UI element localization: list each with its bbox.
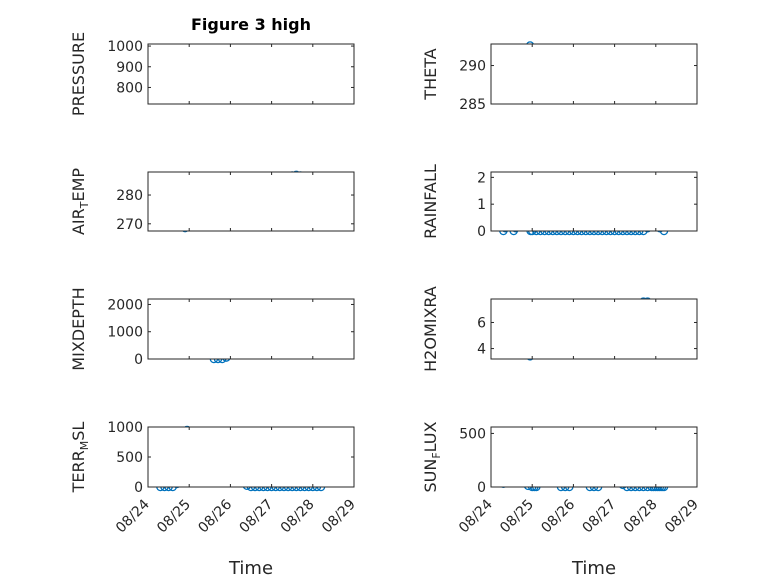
- y-axis-label: RAINFALL: [421, 164, 440, 239]
- y-tick-label: 270: [116, 217, 143, 233]
- x-tick-label: 08/24: [113, 496, 153, 536]
- axes-frame: [147, 171, 355, 232]
- axes-frame: [147, 43, 355, 105]
- y-tick-label: 0: [134, 352, 143, 368]
- x-tick-label: 08/25: [497, 497, 537, 537]
- y-axis-label: PRESSURE: [69, 32, 88, 116]
- y-tick-label: 285: [459, 97, 486, 113]
- y-tick-label: 1: [477, 197, 486, 213]
- y-tick-label: 4: [477, 342, 486, 358]
- y-tick-label: 2000: [107, 297, 143, 313]
- y-axis-label: H2OMIXRA: [421, 286, 440, 372]
- y-tick-label: 1000: [107, 39, 143, 55]
- axes-frame: [147, 298, 355, 360]
- y-axis-label: THETA: [421, 48, 440, 100]
- y-tick-label: 500: [116, 450, 143, 466]
- y-tick-label: 290: [459, 59, 486, 75]
- subplot-7: 0 500 1000 TERRMSL 08/24 08/25 08/26 08/27 08/28…: [69, 420, 359, 536]
- subplot-3: 270 280 AIRTEMP: [69, 168, 355, 235]
- x-axis-label-right: Time: [571, 558, 616, 579]
- axes-frame: [490, 43, 698, 105]
- x-axis-label-left: Time: [228, 558, 273, 579]
- x-tick-label: 08/27: [237, 497, 277, 537]
- y-tick-label: 280: [116, 188, 143, 204]
- y-axis-label: SUNFLUX: [421, 421, 443, 492]
- subplot-1: 800 900 1000 PRESSURE: [69, 32, 355, 116]
- x-tick-label: 08/28: [621, 497, 661, 537]
- x-tick-label: 08/28: [278, 497, 318, 537]
- y-axis-label: TERRMSL: [69, 422, 91, 494]
- x-tick-label: 08/25: [154, 497, 194, 537]
- y-tick-label: 800: [116, 80, 143, 96]
- y-axis-label: MIXDEPTH: [69, 287, 88, 370]
- axes-frame: [490, 426, 698, 488]
- y-tick-label: 0: [134, 480, 143, 496]
- y-tick-label: 0: [477, 480, 486, 496]
- y-tick-label: 2: [477, 170, 486, 186]
- subplot-4: 0 1 2 RAINFALL: [421, 164, 698, 240]
- x-tick-label: 08/27: [580, 497, 620, 537]
- y-tick-label: 500: [459, 426, 486, 442]
- x-tick-label: 08/24: [456, 496, 496, 536]
- subplot-2: 285 290 THETA: [421, 41, 698, 113]
- y-tick-label: 1000: [107, 420, 143, 436]
- y-tick-label: 0: [477, 224, 486, 240]
- y-axis-label: AIRTEMP: [69, 168, 91, 235]
- x-tick-label: 08/29: [319, 497, 359, 537]
- subplot-8: 0 500 SUNFLUX 08/24 08/25 08/26 08/27 08/28 08/2…: [421, 421, 702, 536]
- x-tick-label: 08/26: [195, 496, 235, 536]
- y-tick-label: 6: [477, 315, 486, 331]
- axes-frame: [490, 298, 698, 360]
- y-tick-label: 1000: [107, 325, 143, 341]
- y-tick-label: 900: [116, 60, 143, 76]
- subplot-6: 4 6 H2OMIXRA: [421, 286, 698, 372]
- x-tick-label: 08/29: [662, 497, 702, 537]
- axes-frame: [490, 171, 698, 232]
- subplot-5: 0 1000 2000 MIXDEPTH: [69, 287, 355, 371]
- axes-frame: [147, 426, 355, 488]
- figure-title: Figure 3 high: [191, 15, 311, 34]
- x-tick-label: 08/26: [538, 496, 578, 536]
